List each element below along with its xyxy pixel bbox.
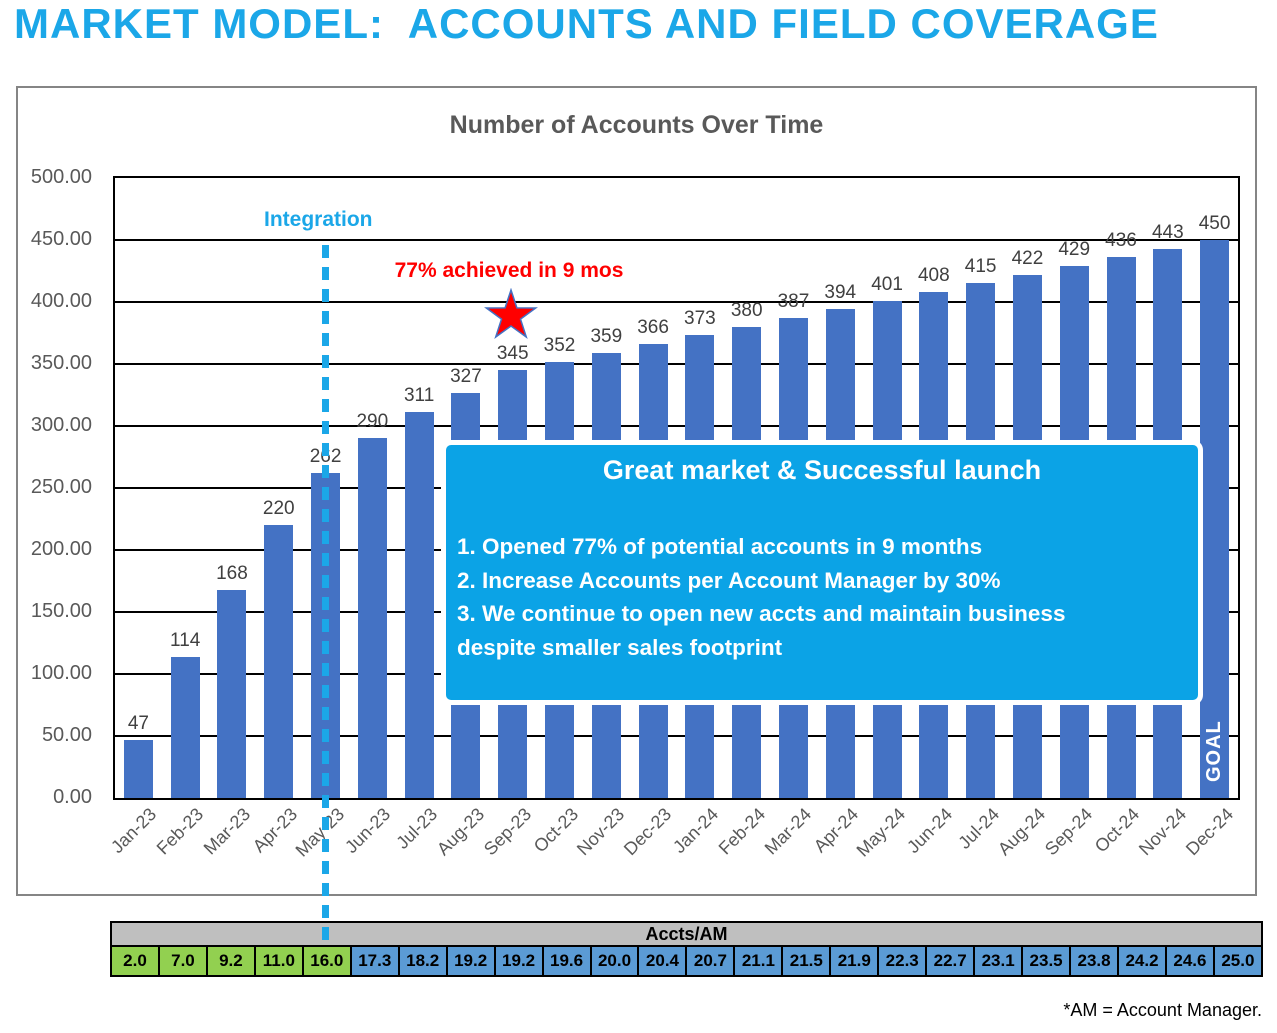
accts-table-cell: 19.6 <box>541 945 592 977</box>
bar-value-label: 373 <box>684 308 716 330</box>
gridline <box>115 239 1238 241</box>
footnote: *AM = Account Manager. <box>1063 1000 1262 1020</box>
y-tick-label: 500.00 <box>30 166 92 188</box>
accts-table-cell: 16.0 <box>301 945 352 977</box>
accts-table-cell: 23.1 <box>973 945 1024 977</box>
accts-table-header: Accts/AM <box>110 921 1263 947</box>
accts-table-cell: 19.2 <box>493 945 544 977</box>
bar-value-label: 380 <box>730 299 763 321</box>
y-tick-label: 0.00 <box>53 786 92 808</box>
accts-table-cell: 21.1 <box>733 945 784 977</box>
accts-table-cell: 22.3 <box>877 945 928 977</box>
accts-table-cell: 9.2 <box>205 945 256 977</box>
accts-table-cell: 23.5 <box>1021 945 1072 977</box>
accts-table-cell: 20.7 <box>685 945 736 977</box>
callout-line: 3. We continue to open new accts and mai… <box>457 601 1066 626</box>
gridline <box>115 301 1238 303</box>
y-tick-label: 150.00 <box>30 600 92 622</box>
bar-value-label: 408 <box>917 265 950 287</box>
goal-label: GOAL <box>1203 720 1225 782</box>
bar-value-label: 394 <box>824 282 857 304</box>
callout-box: Great market & Successful launch 1. Open… <box>441 440 1203 705</box>
accts-table-cell: 17.3 <box>349 945 400 977</box>
accts-table-cell: 11.0 <box>253 945 304 977</box>
star-icon <box>484 288 538 339</box>
bar <box>1200 240 1230 798</box>
integration-label: Integration <box>264 208 373 231</box>
accts-table-cell: 2.0 <box>110 945 160 977</box>
bar-value-label: 429 <box>1058 239 1091 261</box>
bar <box>404 412 434 798</box>
accts-table-cell: 24.2 <box>1117 945 1167 977</box>
callout-line: 1. Opened 77% of potential accounts in 9… <box>457 534 983 559</box>
bar <box>357 438 387 798</box>
accts-table-row: 2.0 7.0 9.2 11.0 16.0 17.3 18.2 19.2 19.2 19.6 20.… <box>110 945 1263 977</box>
accts-table-cell: 18.2 <box>397 945 448 977</box>
callout-line: 2. Increase Accounts per Account Manager… <box>457 567 1001 593</box>
accts-table-cell: 25.0 <box>1212 945 1263 977</box>
bar-value-label: 290 <box>356 411 389 433</box>
accts-table-cell: 23.8 <box>1069 945 1120 977</box>
accts-table-cell: 19.2 <box>445 945 496 977</box>
callout-body: 1. Opened 77% of potential accounts in 9… <box>446 530 1198 664</box>
bar-value-label: 345 <box>496 343 529 365</box>
bar-value-label: 443 <box>1151 221 1184 243</box>
callout-title: Great market & Successful launch <box>602 455 1042 485</box>
bar-value-label: 401 <box>871 273 903 295</box>
integration-dashed-line <box>322 245 329 943</box>
y-axis: 0.00 50.00 100.00 150.00 200.00 250.00 300.00 3… <box>18 88 92 894</box>
y-tick-label: 350.00 <box>30 352 92 374</box>
y-tick-label: 250.00 <box>30 476 92 498</box>
bar-value-label: 422 <box>1011 247 1044 269</box>
bar-value-label: 352 <box>543 334 576 356</box>
accts-table-cell: 20.4 <box>637 945 688 977</box>
gridline <box>115 735 1238 737</box>
accts-table-cell: 21.9 <box>829 945 880 977</box>
bar-value-label: 327 <box>450 365 482 387</box>
accts-table: Accts/AM 2.0 7.0 9.2 11.0 16.0 17.3 18.2 19.2 19… <box>110 921 1263 977</box>
accts-table-cell: 24.6 <box>1164 945 1215 977</box>
bar-value-label: 450 <box>1198 213 1231 234</box>
bar-value-label: 47 <box>127 712 149 734</box>
y-tick-label: 300.00 <box>30 414 92 436</box>
bar-value-label: 220 <box>262 498 295 520</box>
bar-value-label: 436 <box>1105 230 1137 252</box>
bar-value-label: 359 <box>590 325 623 347</box>
bar-value-label: 415 <box>964 256 997 278</box>
bar-value-label: 114 <box>170 629 201 651</box>
accts-table-cell: 20.0 <box>589 945 640 977</box>
y-tick-label: 50.00 <box>41 724 92 746</box>
bar <box>264 525 294 798</box>
bar <box>217 589 247 798</box>
gridline <box>115 363 1238 365</box>
accts-table-cell: 7.0 <box>157 945 208 977</box>
bar <box>123 739 153 798</box>
accts-table-cell: 21.5 <box>781 945 832 977</box>
bar <box>170 656 200 798</box>
chart-title: Number of Accounts Over Time <box>449 111 824 139</box>
y-tick-label: 450.00 <box>30 228 92 250</box>
accts-table-cell: 22.7 <box>925 945 976 977</box>
y-tick-label: 200.00 <box>30 538 92 560</box>
y-tick-label: 100.00 <box>30 662 92 684</box>
page-title: MARKET MODEL: ACCOUNTS AND FIELD COVERAG… <box>14 0 1159 47</box>
bar-value-label: 387 <box>777 291 810 313</box>
bar-value-label: 311 <box>403 385 435 407</box>
bar-value-label: 366 <box>637 317 669 339</box>
achievement-label: 77% achieved in 9 mos <box>394 259 624 282</box>
callout-line: despite smaller sales footprint <box>457 634 783 660</box>
bar-value-label: 168 <box>216 562 248 584</box>
y-tick-label: 400.00 <box>30 290 92 312</box>
gridline <box>115 425 1238 427</box>
